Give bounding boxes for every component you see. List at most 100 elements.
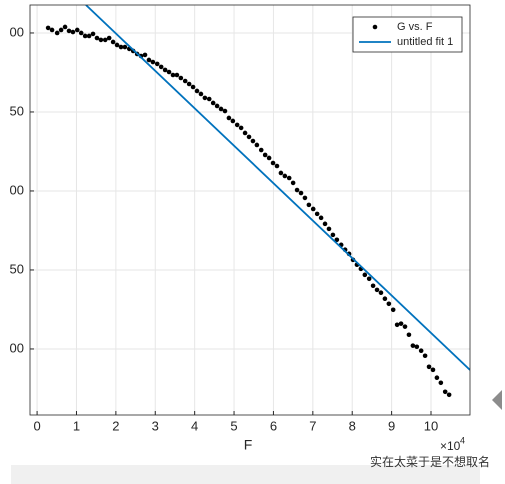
- point: [378, 290, 384, 296]
- point: [274, 163, 280, 169]
- point: [174, 72, 180, 78]
- y-tick-label: 50: [10, 103, 24, 118]
- point: [58, 27, 64, 33]
- point: [70, 29, 76, 35]
- point: [210, 100, 216, 106]
- point: [362, 272, 368, 278]
- point: [278, 170, 284, 176]
- point: [78, 30, 84, 36]
- point: [178, 75, 184, 81]
- x-multiplier: ×10: [440, 439, 461, 453]
- point: [394, 322, 400, 328]
- x-tick-label: 0: [33, 418, 40, 433]
- point: [438, 380, 444, 386]
- point: [102, 37, 108, 43]
- x-tick-label: 5: [230, 418, 237, 433]
- x-tick-label: 10: [424, 418, 438, 433]
- point: [374, 287, 380, 293]
- point: [426, 364, 432, 370]
- point: [334, 237, 340, 243]
- point: [94, 35, 100, 41]
- point: [402, 324, 408, 329]
- fit-line: [85, 5, 470, 371]
- point: [446, 392, 452, 398]
- point: [246, 134, 252, 140]
- x-tick-label: 9: [388, 418, 395, 433]
- x-tick-label: 2: [112, 418, 119, 433]
- point: [422, 353, 428, 359]
- point: [118, 44, 124, 50]
- point: [146, 57, 152, 63]
- point: [214, 103, 220, 109]
- point: [166, 69, 172, 75]
- legend-label: G vs. F: [397, 21, 433, 33]
- x-tick-label: 1: [73, 418, 80, 433]
- point: [234, 122, 240, 128]
- legend-marker: [372, 24, 378, 30]
- x-tick-label: 4: [191, 418, 198, 433]
- point: [418, 348, 424, 353]
- point: [314, 211, 320, 217]
- point: [114, 42, 120, 48]
- point: [218, 106, 224, 112]
- point: [202, 95, 208, 101]
- point: [194, 88, 200, 94]
- point: [414, 344, 420, 350]
- point: [370, 283, 376, 289]
- x-label: F: [244, 437, 253, 453]
- point: [186, 81, 192, 87]
- point: [222, 108, 228, 114]
- x-tick-label: 7: [309, 418, 316, 433]
- point: [242, 130, 248, 136]
- point: [286, 175, 292, 181]
- point: [382, 296, 388, 302]
- point: [122, 44, 128, 50]
- x-tick-label: 3: [152, 418, 159, 433]
- y-tick-label: 00: [10, 182, 24, 197]
- point: [158, 64, 164, 70]
- point: [322, 221, 328, 227]
- point: [74, 27, 80, 33]
- point: [230, 118, 236, 124]
- point: [434, 375, 440, 381]
- point: [282, 173, 288, 179]
- point: [98, 37, 104, 43]
- scroll-arrow: [492, 390, 502, 410]
- point: [290, 180, 296, 186]
- point: [49, 27, 55, 33]
- point: [226, 115, 232, 121]
- point: [318, 215, 324, 221]
- point: [302, 195, 308, 201]
- figure-bg: [0, 0, 480, 465]
- point: [326, 226, 332, 232]
- point: [142, 52, 148, 58]
- point: [66, 28, 72, 34]
- y-tick-label: 00: [10, 24, 24, 39]
- legend-box: [352, 16, 463, 53]
- figure-border: [11, 465, 480, 484]
- y-tick-label: 50: [10, 261, 24, 276]
- point: [62, 24, 68, 30]
- plot: [45, 5, 470, 398]
- point: [366, 276, 372, 282]
- legend: G vs. F untitled fit 1: [352, 16, 463, 53]
- legend-label: untitled fit 1: [397, 36, 453, 48]
- point: [406, 332, 412, 338]
- point: [250, 138, 256, 144]
- point: [198, 91, 204, 97]
- axes-box: [29, 4, 471, 416]
- x-tick-label: 8: [349, 418, 356, 433]
- point: [386, 301, 392, 307]
- point: [266, 155, 272, 161]
- point: [162, 67, 168, 73]
- point: [410, 343, 416, 348]
- point: [310, 206, 316, 212]
- point: [262, 152, 268, 158]
- point: [294, 187, 300, 193]
- point: [182, 78, 188, 84]
- point: [258, 147, 264, 153]
- point: [430, 367, 436, 373]
- point: [110, 39, 116, 45]
